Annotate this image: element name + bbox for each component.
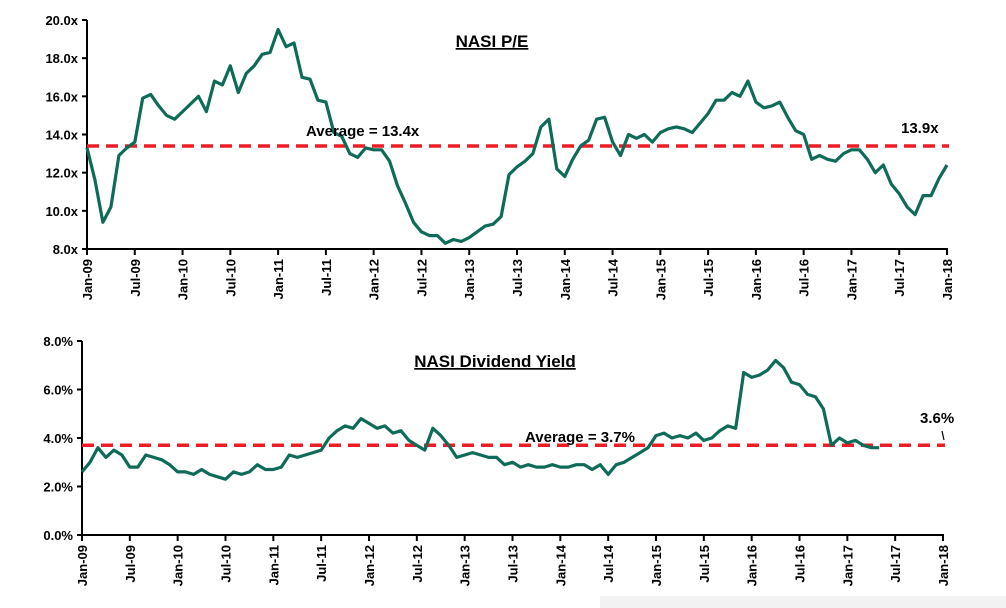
dividend-yield-average-label: Average = 3.7% [525, 429, 635, 446]
dy-y-tick-label: 0.0% [43, 528, 73, 543]
pe-x-tick-label: Jan-09 [80, 259, 95, 300]
pe-x-tick-label: Jan-14 [558, 258, 573, 300]
pe-x-tick-label: Jul-14 [606, 258, 621, 296]
dy-x-tick-label: Jan-10 [171, 545, 186, 586]
dy-y-tick-label: 4.0% [43, 431, 73, 446]
dividend-yield-last-value-label: 3.6% [920, 410, 954, 427]
dy-y-tick-label: 8.0% [43, 334, 73, 349]
pe-x-tick-label: Jul-16 [797, 259, 812, 297]
dividend-yield-annotation-leader [941, 430, 945, 441]
pe-x-ticks: Jan-09 Jul-09 Jan-10 Jul-10 Jan-11 Jul-11 Jan-… [80, 249, 955, 300]
pe-y-tick-label: 18.0x [45, 51, 78, 66]
dy-x-tick-label: Jul-14 [601, 544, 616, 582]
pe-average-label: Average = 13.4x [306, 123, 420, 140]
pe-y-tick-label: 10.0x [45, 204, 78, 219]
pe-x-tick-label: Jan-10 [176, 259, 191, 300]
dy-x-tick-label: Jan-13 [458, 545, 473, 586]
pe-chart-title: NASI P/E [456, 32, 529, 51]
pe-y-tick-label: 8.0x [53, 242, 79, 257]
dividend-yield-x-ticks: Jan-09 Jul-09 Jan-10 Jul-10 Jan-11 Jul-11 Jan-… [75, 535, 951, 586]
pe-y-tick-label: 12.0x [45, 166, 78, 181]
dividend-yield-chart: NASI Dividend Yield 0.0% 2.0% 4.0% 6.0% 8.0%… [43, 334, 954, 586]
pe-x-tick-label: Jul-13 [510, 259, 525, 297]
pe-x-tick-label: Jan-12 [367, 259, 382, 300]
dy-x-tick-label: Jan-11 [266, 545, 281, 585]
pe-x-tick-label: Jan-13 [462, 259, 477, 300]
pe-series-line [85, 27, 949, 245]
dy-y-tick-label: 6.0% [43, 383, 73, 398]
dy-x-tick-label: Jul-12 [410, 545, 425, 583]
pe-chart: NASI P/E 8.0x 10.0x 12.0x 14.0x 16.0x 18.0x 20… [45, 13, 955, 300]
pe-y-tick-label: 20.0x [45, 13, 78, 28]
dy-x-tick-label: Jul-10 [219, 545, 234, 583]
bottom-shadow [600, 596, 1006, 608]
dy-x-tick-label: Jan-09 [75, 545, 90, 586]
pe-x-tick-label: Jul-09 [128, 259, 143, 297]
pe-x-tick-label: Jul-10 [223, 259, 238, 297]
dividend-yield-series-line [80, 358, 880, 481]
pe-x-tick-label: Jan-18 [940, 259, 955, 300]
pe-x-tick-label: Jan-11 [271, 259, 286, 299]
dy-x-tick-label: Jan-14 [553, 544, 568, 586]
dy-x-tick-label: Jan-17 [840, 545, 855, 586]
dy-y-tick-label: 2.0% [43, 480, 73, 495]
dy-x-tick-label: Jul-17 [888, 545, 903, 583]
dy-x-tick-label: Jul-09 [123, 545, 138, 583]
pe-y-ticks: 8.0x 10.0x 12.0x 14.0x 16.0x 18.0x 20.0x [45, 13, 87, 257]
pe-x-tick-label: Jan-15 [653, 259, 668, 300]
dividend-yield-y-ticks: 0.0% 2.0% 4.0% 6.0% 8.0% [43, 334, 82, 543]
dividend-yield-chart-title: NASI Dividend Yield [414, 352, 576, 371]
pe-y-tick-label: 14.0x [45, 128, 78, 143]
dy-x-tick-label: Jan-12 [362, 545, 377, 586]
pe-x-tick-label: Jan-16 [749, 259, 764, 300]
pe-x-tick-label: Jan-17 [844, 259, 859, 300]
dy-x-tick-label: Jul-16 [793, 545, 808, 583]
dy-x-tick-label: Jan-18 [936, 545, 951, 586]
pe-y-tick-label: 16.0x [45, 89, 78, 104]
pe-last-value-label: 13.9x [901, 120, 939, 137]
dy-x-tick-label: Jan-16 [745, 545, 760, 586]
pe-x-tick-label: Jul-11 [319, 259, 334, 296]
pe-x-tick-label: Jul-17 [892, 259, 907, 297]
dy-x-tick-label: Jul-15 [697, 545, 712, 583]
pe-x-tick-label: Jul-12 [414, 259, 429, 297]
dy-x-tick-label: Jan-15 [649, 545, 664, 586]
dy-x-tick-label: Jul-13 [506, 545, 521, 583]
pe-x-tick-label: Jul-15 [701, 259, 716, 297]
dy-x-tick-label: Jul-11 [314, 545, 329, 582]
